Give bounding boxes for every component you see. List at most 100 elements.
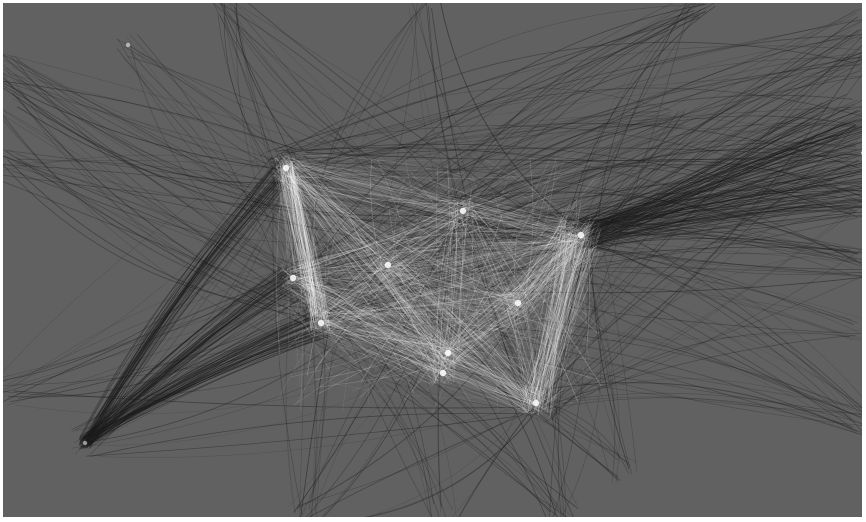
flight-route: [3, 221, 567, 390]
flight-route: [14, 160, 580, 233]
flight-route: [279, 163, 326, 323]
flight-route: [432, 269, 593, 364]
flight-route: [514, 219, 568, 292]
flight-route: [297, 402, 537, 506]
flight-route: [560, 234, 593, 360]
flight-route: [451, 211, 468, 344]
flight-routes-canvas: [3, 3, 862, 517]
flight-route: [323, 55, 850, 320]
flight-route: [340, 338, 566, 517]
flight-route: [439, 204, 455, 345]
flight-route: [15, 153, 468, 208]
flight-route: [291, 211, 464, 273]
flight-route: [460, 214, 536, 296]
flight-route: [312, 124, 680, 319]
flight-route: [291, 161, 314, 320]
flight-route: [437, 348, 443, 359]
flight-route: [537, 241, 585, 405]
flight-route: [290, 161, 312, 320]
flight-route: [303, 106, 862, 310]
flight-route: [11, 170, 542, 387]
flight-route: [292, 239, 577, 278]
flight-route: [314, 311, 462, 320]
flight-route: [329, 228, 593, 326]
flight-route: [594, 161, 811, 241]
flight-route: [282, 172, 559, 326]
flight-route: [3, 171, 297, 381]
flight-route: [275, 157, 543, 409]
flight-route: [320, 164, 525, 319]
flight-route: [431, 380, 499, 401]
flight-route: [320, 246, 356, 325]
flight-route: [3, 81, 588, 234]
flight-route: [578, 210, 856, 250]
flight-route: [289, 263, 585, 276]
flight-route: [302, 94, 853, 273]
flight-route: [323, 271, 436, 378]
flight-route: [311, 333, 455, 371]
flight-route: [449, 177, 595, 364]
flight-route: [286, 163, 322, 328]
flight-route: [521, 251, 598, 395]
flight-route: [313, 317, 460, 356]
flight-route: [296, 161, 302, 270]
flight-route: [288, 57, 862, 285]
flight-route: [566, 224, 850, 251]
flight-route: [289, 171, 313, 324]
flight-route: [283, 168, 329, 325]
flight-route: [327, 311, 540, 414]
flight-route: [390, 222, 452, 267]
flight-route: [3, 164, 467, 224]
flight-route: [440, 3, 599, 245]
flight-route: [583, 169, 862, 224]
flight-route: [470, 201, 602, 330]
flight-route: [536, 246, 574, 410]
flight-route: [234, 3, 571, 227]
flight-route: [293, 237, 579, 406]
flight-route: [297, 158, 532, 413]
flight-route: [291, 166, 326, 324]
flight-route: [310, 340, 559, 517]
flight-route: [540, 380, 571, 409]
flight-route: [12, 98, 278, 263]
flight-route: [330, 324, 544, 394]
flight-route: [320, 206, 455, 328]
flight-route: [375, 254, 522, 304]
flight-route: [290, 157, 585, 161]
flight-route: [329, 327, 450, 376]
flight-route: [383, 263, 537, 413]
flight-route: [591, 221, 630, 470]
flight-route: [595, 114, 820, 224]
flight-route: [570, 235, 862, 398]
flight-route: [277, 164, 541, 401]
flight-route: [449, 9, 695, 204]
flight-route: [387, 195, 446, 348]
flight-route: [292, 275, 509, 332]
flight-route: [325, 330, 386, 385]
flight-route: [292, 172, 328, 331]
flight-route: [450, 199, 851, 417]
flight-route: [525, 293, 541, 403]
flight-route: [454, 255, 461, 372]
flight-route: [385, 268, 492, 277]
flight-route: [213, 3, 465, 204]
flight-route: [291, 257, 328, 286]
flight-route: [541, 217, 573, 412]
flight-route: [403, 360, 460, 369]
flight-route: [300, 266, 528, 416]
flight-route: [90, 308, 325, 439]
flight-route: [524, 292, 528, 410]
flight-route: [385, 262, 547, 413]
flight-route: [590, 194, 807, 248]
flight-route: [512, 242, 581, 315]
flight-route: [294, 267, 862, 289]
flight-route: [448, 368, 530, 414]
flight-route: [300, 215, 862, 273]
flight-route: [464, 21, 862, 209]
flight-route: [591, 122, 846, 248]
flight-route: [474, 210, 513, 312]
flight-route: [496, 241, 590, 275]
flight-route: [324, 333, 448, 349]
flight-route: [344, 199, 462, 277]
flight-route: [537, 221, 566, 415]
